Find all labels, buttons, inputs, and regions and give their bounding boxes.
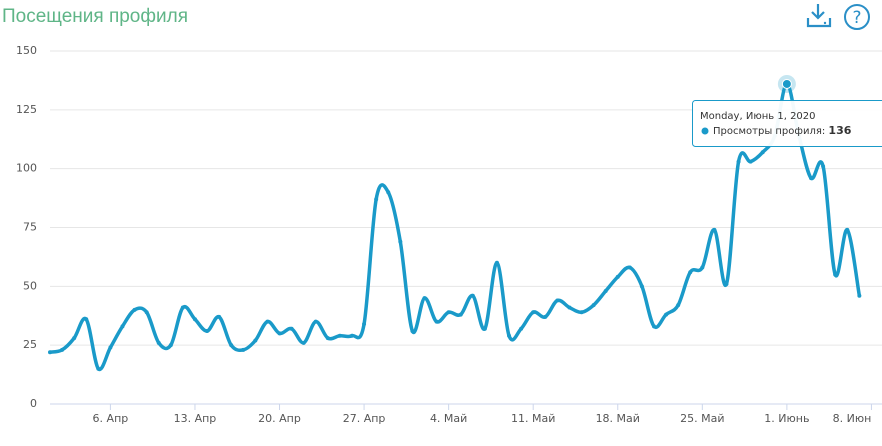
point bbox=[579, 310, 584, 315]
point bbox=[217, 314, 222, 319]
point bbox=[809, 176, 814, 181]
point bbox=[301, 340, 306, 345]
x-tick-label: 27. Апр bbox=[343, 412, 386, 425]
tooltip-series: Просмотры профиля: 136 bbox=[713, 124, 852, 137]
point bbox=[132, 307, 137, 312]
point bbox=[688, 270, 693, 275]
x-tick-label: 1. Июнь bbox=[764, 412, 809, 425]
point bbox=[241, 347, 246, 352]
y-tick-label: 50 bbox=[23, 279, 37, 292]
x-tick-label: 13. Апр bbox=[174, 412, 217, 425]
x-tick-label: 8. Июн bbox=[833, 412, 872, 425]
y-tick-label: 100 bbox=[16, 162, 37, 175]
point bbox=[180, 305, 185, 310]
y-tick-label: 125 bbox=[16, 103, 37, 116]
point bbox=[192, 317, 197, 322]
x-tick-label: 20. Апр bbox=[258, 412, 301, 425]
point bbox=[664, 312, 669, 317]
point bbox=[494, 260, 499, 265]
point bbox=[168, 343, 173, 348]
x-tick-label: 4. Май bbox=[430, 412, 467, 425]
point bbox=[265, 319, 270, 324]
point bbox=[615, 274, 620, 279]
tooltip-series-name: Просмотры профиля bbox=[713, 126, 822, 137]
point bbox=[144, 310, 149, 315]
point bbox=[748, 159, 753, 164]
point bbox=[470, 293, 475, 298]
point bbox=[156, 340, 161, 345]
point bbox=[289, 326, 294, 331]
point bbox=[72, 336, 77, 341]
point bbox=[410, 329, 415, 334]
point bbox=[507, 333, 512, 338]
point bbox=[591, 303, 596, 308]
point bbox=[760, 150, 765, 155]
tooltip: Monday, Июнь 1, 2020 Просмотры профиля: … bbox=[692, 100, 882, 147]
point bbox=[325, 336, 330, 341]
point bbox=[313, 319, 318, 324]
point bbox=[84, 317, 89, 322]
point bbox=[821, 164, 826, 169]
point bbox=[350, 333, 354, 338]
point bbox=[736, 159, 741, 164]
help-button[interactable]: ? bbox=[844, 4, 870, 30]
point bbox=[48, 350, 52, 355]
point bbox=[386, 190, 391, 195]
point bbox=[277, 331, 282, 336]
x-tick-label: 18. Май bbox=[596, 412, 640, 425]
x-tick-label: 25. Май bbox=[680, 412, 724, 425]
point bbox=[434, 319, 439, 324]
point bbox=[229, 343, 234, 348]
point bbox=[398, 239, 403, 244]
y-tick-label: 0 bbox=[30, 397, 37, 410]
tooltip-title: Monday, Июнь 1, 2020 bbox=[700, 111, 816, 122]
tooltip-marker bbox=[701, 127, 709, 135]
tooltip-box bbox=[692, 100, 882, 147]
point bbox=[108, 345, 113, 350]
point bbox=[96, 366, 101, 371]
point bbox=[724, 281, 729, 286]
point bbox=[458, 312, 463, 317]
point bbox=[639, 284, 644, 289]
point bbox=[712, 227, 717, 232]
point bbox=[337, 333, 342, 338]
download-button[interactable] bbox=[806, 4, 832, 28]
y-tick-label: 25 bbox=[23, 338, 37, 351]
point bbox=[555, 298, 560, 303]
point bbox=[374, 197, 379, 202]
point bbox=[676, 303, 681, 308]
point bbox=[120, 324, 125, 329]
point bbox=[833, 272, 838, 277]
point bbox=[857, 293, 862, 298]
point bbox=[627, 265, 632, 270]
point bbox=[446, 310, 451, 315]
y-tick-label: 75 bbox=[23, 221, 37, 234]
x-tick-label: 6. Апр bbox=[93, 412, 129, 425]
tooltip-value: 136 bbox=[828, 124, 851, 137]
chart-title: Посещения профиля bbox=[2, 6, 188, 27]
svg-text:?: ? bbox=[852, 8, 861, 28]
point bbox=[253, 338, 258, 343]
point bbox=[205, 329, 210, 334]
point bbox=[422, 296, 427, 301]
point bbox=[603, 289, 608, 294]
point bbox=[543, 314, 548, 319]
point bbox=[60, 347, 65, 352]
point bbox=[362, 321, 367, 326]
point bbox=[845, 227, 850, 232]
point bbox=[700, 265, 705, 270]
point bbox=[482, 326, 487, 331]
point bbox=[652, 324, 656, 329]
x-tick-label: 11. Май bbox=[511, 412, 555, 425]
highlight-point bbox=[781, 78, 792, 89]
point bbox=[531, 310, 536, 315]
point bbox=[519, 326, 524, 331]
y-tick-label: 150 bbox=[16, 44, 37, 57]
point bbox=[567, 305, 572, 310]
